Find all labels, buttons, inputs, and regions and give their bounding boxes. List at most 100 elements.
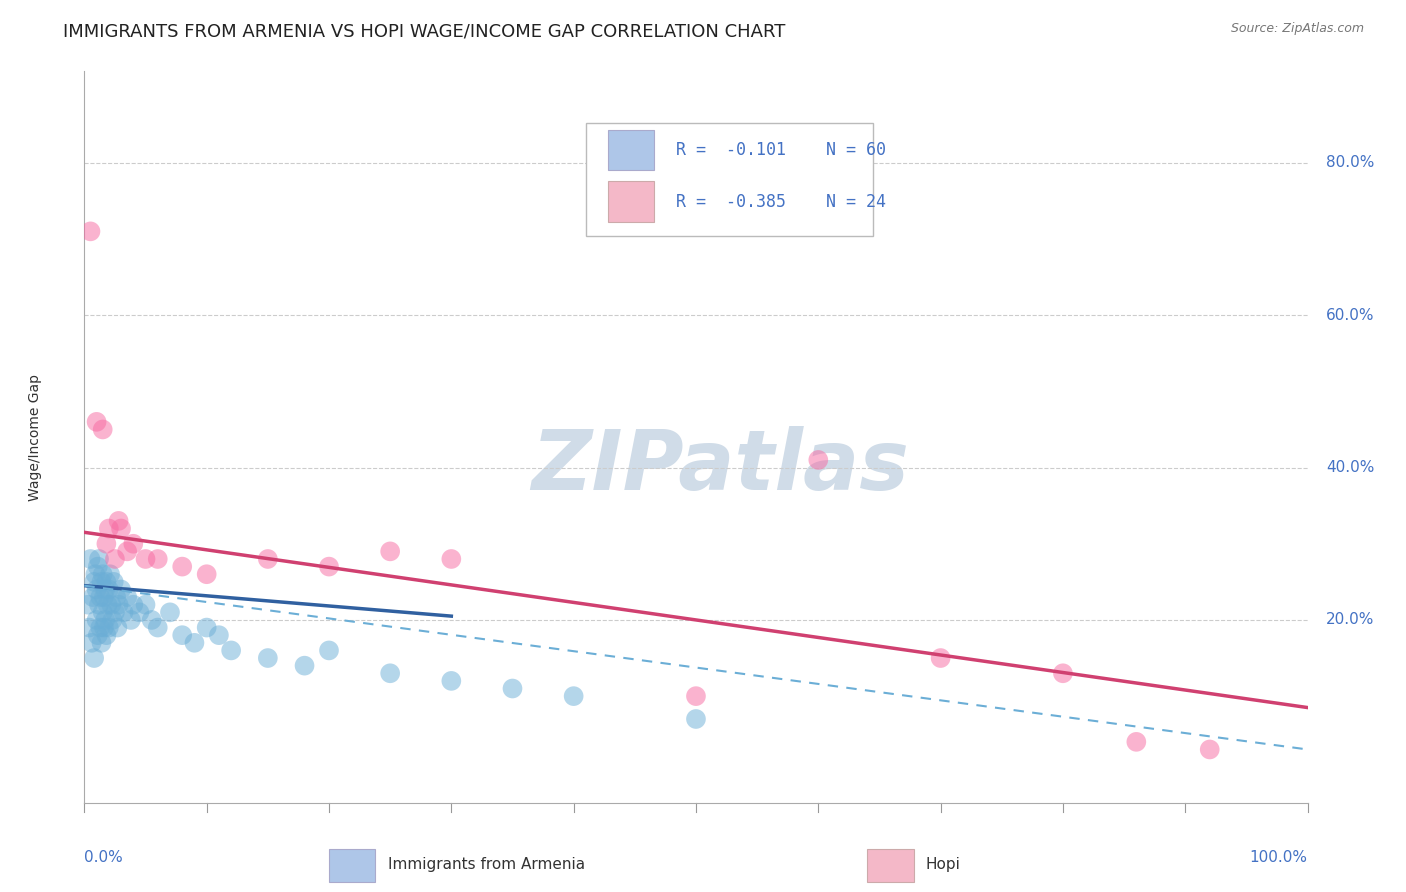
Point: [87, 552, 110, 566]
Point: [110, 521, 132, 535]
Point: [107, 598, 129, 612]
Text: 80.0%: 80.0%: [1326, 155, 1374, 170]
Text: R =  -0.101    N = 60: R = -0.101 N = 60: [676, 141, 886, 160]
Point: [159, 605, 181, 619]
Point: [562, 689, 585, 703]
FancyBboxPatch shape: [586, 122, 873, 235]
Point: [122, 537, 145, 551]
Point: [135, 552, 157, 566]
Point: [84, 567, 107, 582]
Point: [128, 605, 150, 619]
Point: [87, 598, 110, 612]
Point: [146, 552, 169, 566]
Point: [79, 224, 101, 238]
Point: [1198, 742, 1220, 756]
Point: [807, 453, 830, 467]
FancyBboxPatch shape: [329, 849, 375, 882]
Point: [94, 613, 117, 627]
Point: [91, 605, 114, 619]
Point: [183, 636, 205, 650]
Point: [96, 537, 118, 551]
Point: [103, 574, 125, 589]
Point: [77, 621, 100, 635]
Point: [104, 552, 127, 566]
Point: [87, 559, 110, 574]
Point: [105, 621, 128, 635]
Point: [97, 582, 120, 597]
Text: 40.0%: 40.0%: [1326, 460, 1374, 475]
Point: [97, 598, 120, 612]
Point: [77, 598, 100, 612]
Point: [100, 598, 122, 612]
Point: [195, 621, 218, 635]
Point: [318, 559, 340, 574]
FancyBboxPatch shape: [607, 181, 654, 222]
Point: [91, 567, 114, 582]
Point: [91, 422, 114, 436]
Point: [115, 544, 138, 558]
Point: [146, 621, 169, 635]
Text: Immigrants from Armenia: Immigrants from Armenia: [388, 857, 585, 872]
Point: [318, 643, 340, 657]
Point: [685, 712, 707, 726]
Text: 60.0%: 60.0%: [1326, 308, 1375, 323]
Point: [172, 628, 194, 642]
Point: [929, 651, 952, 665]
Point: [440, 673, 463, 688]
Point: [172, 559, 194, 574]
Point: [89, 621, 111, 635]
Point: [1125, 735, 1147, 749]
Point: [101, 613, 124, 627]
Text: R =  -0.385    N = 24: R = -0.385 N = 24: [676, 193, 886, 211]
Point: [219, 643, 242, 657]
Point: [380, 544, 402, 558]
Point: [90, 574, 112, 589]
Point: [104, 605, 127, 619]
Point: [135, 598, 157, 612]
Point: [86, 613, 108, 627]
Point: [97, 621, 120, 635]
Point: [257, 651, 280, 665]
Point: [90, 636, 112, 650]
Point: [502, 681, 524, 696]
FancyBboxPatch shape: [607, 130, 654, 170]
Point: [82, 590, 104, 604]
Point: [83, 574, 105, 589]
Point: [93, 621, 115, 635]
Point: [86, 415, 108, 429]
Point: [107, 514, 129, 528]
Text: 0.0%: 0.0%: [84, 850, 124, 865]
Point: [115, 590, 138, 604]
Point: [120, 613, 142, 627]
Point: [380, 666, 402, 681]
Point: [96, 574, 118, 589]
Point: [89, 590, 111, 604]
Point: [110, 582, 132, 597]
Text: 100.0%: 100.0%: [1250, 850, 1308, 865]
Point: [97, 521, 120, 535]
Point: [294, 658, 316, 673]
Point: [112, 605, 135, 619]
FancyBboxPatch shape: [868, 849, 914, 882]
Point: [96, 628, 118, 642]
Point: [440, 552, 463, 566]
Point: [93, 590, 115, 604]
Text: IMMIGRANTS FROM ARMENIA VS HOPI WAGE/INCOME GAP CORRELATION CHART: IMMIGRANTS FROM ARMENIA VS HOPI WAGE/INC…: [63, 22, 786, 40]
Point: [98, 567, 121, 582]
Point: [105, 590, 128, 604]
Point: [685, 689, 707, 703]
Point: [257, 552, 280, 566]
Point: [86, 582, 108, 597]
Point: [87, 628, 110, 642]
Text: Source: ZipAtlas.com: Source: ZipAtlas.com: [1230, 22, 1364, 36]
Text: Wage/Income Gap: Wage/Income Gap: [28, 374, 42, 500]
Point: [208, 628, 231, 642]
Point: [122, 598, 145, 612]
Point: [1052, 666, 1074, 681]
Point: [83, 651, 105, 665]
Point: [80, 636, 103, 650]
Text: Hopi: Hopi: [927, 857, 960, 872]
Point: [141, 613, 163, 627]
Text: ZIPatlas: ZIPatlas: [531, 425, 910, 507]
Point: [94, 582, 117, 597]
